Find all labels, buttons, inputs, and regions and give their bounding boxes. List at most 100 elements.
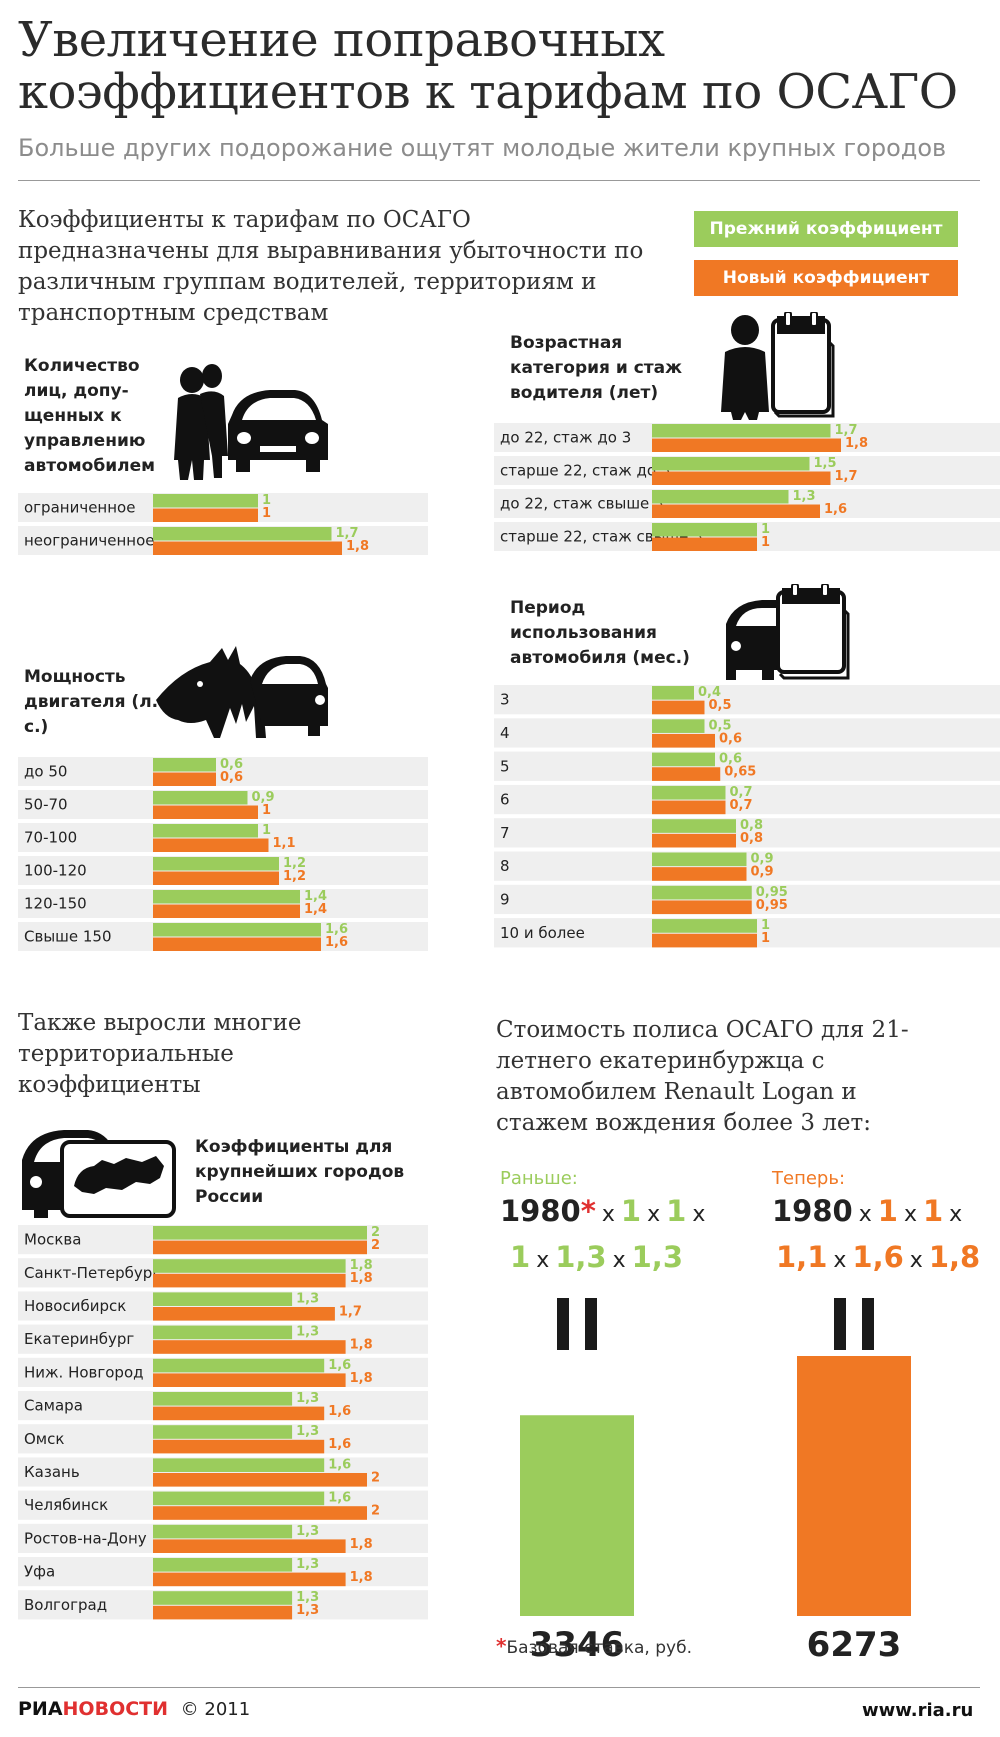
data-label-new: 1 [761,931,770,946]
bar-old [652,457,810,471]
data-label-new: 1,8 [350,1570,373,1585]
panel-price-bars: 3346 6273 [520,1356,911,1665]
copyright: © 2011 [180,1699,251,1720]
bar-new [153,1307,335,1321]
times-sign: x [903,1202,917,1227]
data-label-new: 1,6 [328,1437,351,1452]
bar-new [153,1473,367,1487]
data-label-new: 1,8 [845,436,868,451]
price-after: 6273 [807,1625,902,1665]
category-label: ограниченное [24,499,135,517]
times-sign: x [612,1248,626,1273]
old-man-calendar-icon [721,312,835,420]
category-label: 5 [500,757,510,775]
bar-new [652,504,820,518]
data-label-new: 1,6 [824,502,847,517]
data-label-old: 0,4 [698,685,721,700]
row-background [494,784,1000,815]
times-sign: x [909,1248,923,1273]
bar-old [153,791,248,805]
data-label-old: 0,95 [756,885,788,900]
before-line-2: 1 x 1,3 x 1,3 [510,1240,683,1274]
data-label-old: 1,3 [296,1291,319,1306]
page-subtitle: Больше других подорожание ощутят молодые… [18,134,947,162]
after-factor-2: 1 [922,1194,944,1228]
after-base: 1980 [772,1194,853,1228]
category-label: до 22, стаж до 3 [500,429,631,447]
category-label: Самара [24,1397,83,1415]
bar-new [153,1240,367,1255]
category-label: 10 и более [500,924,585,942]
data-label-new: 1,7 [835,469,858,484]
after-factor-1: 1 [877,1194,898,1228]
data-label-old: 2 [371,1225,380,1240]
data-label-old: 1,3 [793,489,816,504]
data-label-old: 0,9 [751,852,774,867]
bar-new [652,800,726,815]
before-factor-4: 1,3 [555,1240,607,1274]
before-factor-2: 1 [666,1194,687,1228]
data-label-old: 1,3 [296,1424,319,1439]
category-label: Новосибирск [24,1297,126,1315]
category-label: Ростов-на-Дону [24,1529,147,1547]
data-label-new: 0,6 [220,770,243,785]
data-label-old: 1,5 [814,456,837,471]
base-rate-star: * [580,1194,596,1228]
data-label-old: 0,6 [719,752,742,767]
data-label-old: 0,5 [709,718,732,733]
before-factor-3: 1 [510,1240,531,1274]
category-label: Екатеринбург [24,1330,134,1348]
intro-text: Коэффициенты к тарифам по ОСАГО предназн… [18,207,644,326]
footer-divider [18,1687,980,1688]
age-experience-title: Возрастная категория и стаж водителя (ле… [510,333,683,403]
before-line-1: 1980* x 1 x 1 x [500,1194,711,1228]
bar-new [652,733,715,748]
category-label: Омск [24,1430,64,1448]
category-label: до 50 [24,763,67,781]
bar-new [652,900,752,915]
bar-new [153,1340,346,1354]
bar-old [153,1458,325,1472]
bar-old [652,523,757,537]
category-label: Уфа [24,1563,55,1581]
bar-old [652,424,831,438]
engine-power-title: Мощность двигателя (л. с.) [24,667,159,737]
data-label-old: 1,7 [336,526,359,541]
data-label-new: 1,3 [296,1603,319,1618]
header-divider [18,180,980,181]
footer-site-link[interactable]: www.ria.ru [862,1700,974,1721]
bar-old [652,885,752,900]
bar-new [153,508,258,522]
category-label: 7 [500,824,510,842]
category-label: 3 [500,691,510,709]
data-label-old: 0,6 [220,757,243,772]
bar-old [153,1259,346,1273]
bar-new [652,867,747,881]
data-label-new: 1,8 [350,1338,373,1353]
data-label-new: 1,2 [283,869,306,884]
data-label-old: 1,3 [296,1557,319,1572]
bar-old [153,824,258,838]
bar-old [652,852,747,867]
bar-old [652,719,705,733]
data-label-old: 1 [761,522,770,537]
data-label-old: 1 [262,823,271,838]
before-factor-1: 1 [620,1194,642,1228]
bar-new [652,833,736,848]
bar-new [153,1273,346,1288]
legend-new: Новый коэффициент [694,260,958,296]
bar-new [652,471,831,485]
before-label: Раньше: [500,1168,578,1189]
data-label-new: 1,1 [273,836,296,851]
bar-old [652,752,715,767]
data-label-old: 1,6 [325,922,348,937]
after-factor-4: 1,6 [852,1240,904,1274]
row-background [494,818,1000,848]
data-label-new: 1 [761,535,770,550]
bar-new [153,1605,293,1620]
data-label-new: 0,6 [719,731,742,746]
data-label-old: 1,6 [328,1358,351,1373]
panel-usage-period: 3 0,40,54 0,50,65 0,60,656 0,70,77 0,80,88 0,9… [494,685,1000,948]
data-label-new: 2 [371,1238,380,1253]
